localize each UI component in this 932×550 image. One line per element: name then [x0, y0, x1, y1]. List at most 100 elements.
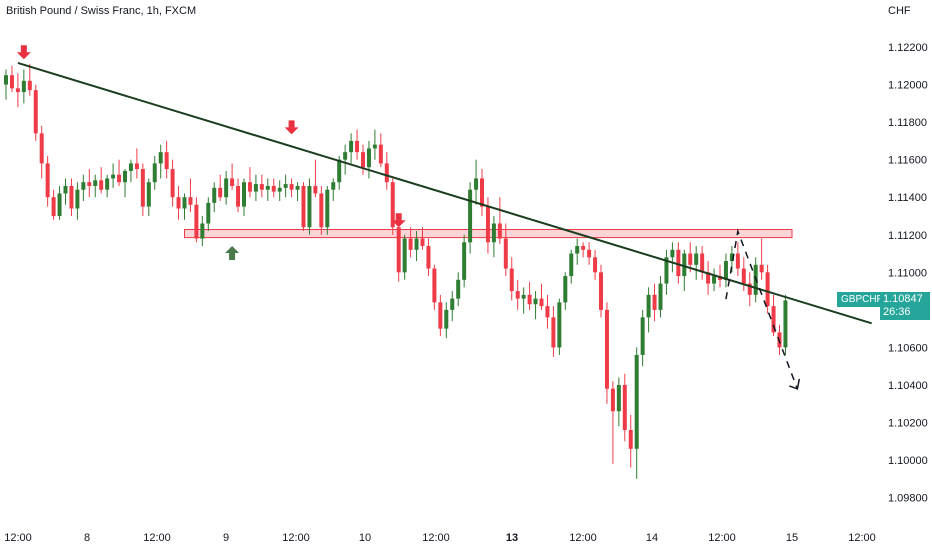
candle-body	[105, 178, 110, 190]
candle-body	[140, 169, 145, 207]
candle-body	[747, 283, 752, 295]
candle-body	[63, 185, 68, 194]
candle-body	[188, 197, 193, 205]
last-price-tag: 1.10847 26:36	[880, 292, 930, 320]
y-tick-label: 1.11200	[888, 230, 927, 242]
candle-body	[372, 144, 377, 149]
candle-body	[491, 223, 496, 243]
y-tick-label: 1.10600	[888, 342, 928, 354]
candle-body	[426, 246, 431, 269]
candle-body	[271, 185, 276, 192]
candle-body	[741, 268, 746, 284]
x-tick-label: 10	[359, 532, 371, 544]
candle-body	[640, 317, 645, 355]
candle-body	[450, 298, 455, 310]
candle-body	[688, 253, 693, 265]
candle-body	[21, 80, 26, 93]
candle-body	[9, 75, 14, 89]
candle-body	[283, 184, 288, 188]
candle-body	[259, 184, 264, 190]
candle-body	[604, 309, 609, 389]
symbol-tag: GBPCHF	[837, 292, 887, 307]
candle-body	[474, 178, 479, 190]
candle-body	[146, 182, 151, 207]
candle-body	[152, 163, 157, 183]
candle-body	[521, 294, 526, 299]
candle-body	[694, 253, 699, 265]
trendline	[17, 62, 872, 325]
candle-body	[402, 238, 407, 273]
candle-body	[390, 182, 395, 228]
candle-body	[765, 272, 770, 307]
y-tick-label: 1.10200	[888, 418, 928, 430]
candle-body	[242, 182, 246, 207]
x-tick-label: 9	[223, 532, 229, 544]
candle-body	[164, 152, 169, 170]
candle-body	[75, 189, 80, 209]
candle-body	[27, 80, 32, 91]
candle-body	[45, 163, 50, 198]
candle-body	[462, 242, 467, 280]
candle-body	[581, 246, 586, 250]
candle-body	[355, 140, 360, 153]
down-arrow-marker	[284, 120, 299, 135]
candle-body	[658, 283, 663, 310]
candle-body	[87, 182, 92, 186]
candle-body	[706, 272, 711, 284]
x-tick-label: 8	[84, 532, 90, 544]
x-tick-label: 14	[646, 532, 658, 544]
candle-body	[253, 184, 258, 192]
up-arrow-marker	[225, 246, 240, 261]
countdown: 26:36	[883, 306, 911, 318]
candle-body	[247, 182, 252, 192]
candle-body	[646, 294, 651, 318]
y-tick-label: 1.12000	[888, 80, 928, 92]
down-arrow-marker	[391, 213, 406, 228]
candle-body	[128, 163, 133, 171]
candle-body	[265, 185, 270, 190]
candle-body	[337, 159, 342, 183]
candle-body	[378, 144, 383, 164]
x-tick-label: 12:00	[282, 532, 310, 544]
candle-body	[723, 261, 728, 280]
down-arrow-marker	[16, 45, 31, 60]
x-tick-label: 12:00	[708, 532, 736, 544]
candle-body	[444, 309, 449, 329]
candle-body	[212, 187, 217, 203]
candle-body	[539, 298, 544, 307]
candle-body	[664, 257, 669, 284]
candle-body	[289, 184, 294, 190]
candle-body	[176, 197, 181, 209]
candle-body	[759, 264, 764, 273]
projection-arrowhead	[789, 378, 801, 390]
candle-body	[230, 178, 235, 186]
candle-body	[509, 268, 514, 292]
candle-body	[533, 298, 538, 305]
candle-body	[783, 300, 788, 348]
candle-body	[599, 272, 603, 310]
candle-body	[634, 354, 639, 449]
candle-body	[158, 152, 163, 164]
candle-body	[700, 253, 705, 273]
candle-body	[485, 206, 490, 243]
candle-body	[224, 178, 229, 198]
y-tick-label: 1.10400	[888, 380, 928, 392]
candle-body	[170, 169, 175, 198]
candle-body	[515, 291, 520, 299]
candle-body	[295, 185, 300, 190]
candle-body	[396, 227, 401, 273]
candle-body	[319, 193, 324, 228]
y-tick-label: 1.11800	[888, 117, 927, 129]
candle-body	[111, 174, 116, 179]
candle-body	[563, 276, 568, 303]
candle-body	[134, 163, 139, 170]
y-tick-label: 1.10000	[888, 455, 928, 467]
x-tick-label: 12:00	[569, 532, 597, 544]
y-tick-label: 1.11600	[888, 155, 927, 167]
candle-body	[480, 178, 484, 207]
y-tick-label: 1.11000	[888, 267, 927, 279]
candle-body	[366, 148, 371, 168]
candle-body	[729, 253, 734, 262]
candle-body	[575, 246, 580, 254]
